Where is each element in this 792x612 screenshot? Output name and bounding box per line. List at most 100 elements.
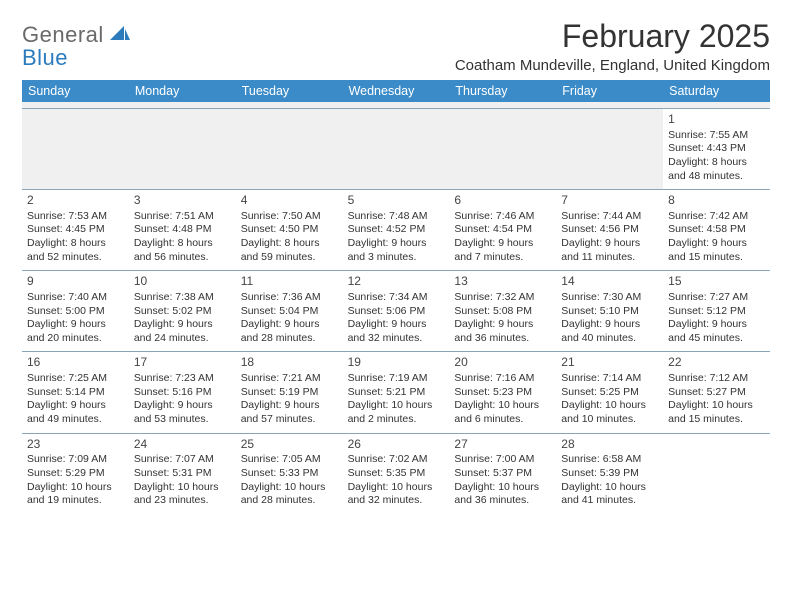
day-sunset: Sunset: 5:10 PM xyxy=(561,305,658,319)
day-dl1: Daylight: 8 hours xyxy=(241,237,338,251)
day-number: 21 xyxy=(561,355,658,371)
day-dl2: and 28 minutes. xyxy=(241,332,338,346)
day-sunset: Sunset: 5:00 PM xyxy=(27,305,124,319)
day-sunset: Sunset: 4:50 PM xyxy=(241,223,338,237)
day-number: 4 xyxy=(241,193,338,209)
day-dl2: and 41 minutes. xyxy=(561,494,658,508)
day-number: 23 xyxy=(27,437,124,453)
day-dl1: Daylight: 10 hours xyxy=(348,399,445,413)
day-number: 8 xyxy=(668,193,765,209)
empty-cell xyxy=(129,109,236,189)
day-cell: 3Sunrise: 7:51 AMSunset: 4:48 PMDaylight… xyxy=(129,190,236,270)
day-dl1: Daylight: 9 hours xyxy=(668,318,765,332)
day-sunrise: Sunrise: 7:23 AM xyxy=(134,372,231,386)
calendar: SundayMondayTuesdayWednesdayThursdayFrid… xyxy=(22,80,770,514)
day-dl2: and 7 minutes. xyxy=(454,251,551,265)
day-sunrise: Sunrise: 7:55 AM xyxy=(668,129,765,143)
header: General Blue February 2025 Coatham Munde… xyxy=(22,18,770,74)
day-sunset: Sunset: 5:06 PM xyxy=(348,305,445,319)
day-dl1: Daylight: 10 hours xyxy=(454,399,551,413)
day-dl2: and 32 minutes. xyxy=(348,332,445,346)
page-title: February 2025 xyxy=(455,18,770,55)
day-number: 19 xyxy=(348,355,445,371)
day-cell: 13Sunrise: 7:32 AMSunset: 5:08 PMDayligh… xyxy=(449,271,556,351)
empty-cell xyxy=(556,109,663,189)
day-dl2: and 32 minutes. xyxy=(348,494,445,508)
day-cell: 28Sunrise: 6:58 AMSunset: 5:39 PMDayligh… xyxy=(556,434,663,514)
day-dl1: Daylight: 9 hours xyxy=(348,237,445,251)
day-number: 16 xyxy=(27,355,124,371)
day-dl2: and 59 minutes. xyxy=(241,251,338,265)
logo-text: General Blue xyxy=(22,22,130,68)
day-sunset: Sunset: 4:58 PM xyxy=(668,223,765,237)
day-sunset: Sunset: 4:56 PM xyxy=(561,223,658,237)
day-cell: 5Sunrise: 7:48 AMSunset: 4:52 PMDaylight… xyxy=(343,190,450,270)
day-cell: 2Sunrise: 7:53 AMSunset: 4:45 PMDaylight… xyxy=(22,190,129,270)
weekday-header: Thursday xyxy=(449,80,556,102)
day-dl1: Daylight: 9 hours xyxy=(27,399,124,413)
day-number: 1 xyxy=(668,112,765,128)
day-dl1: Daylight: 9 hours xyxy=(27,318,124,332)
day-cell: 12Sunrise: 7:34 AMSunset: 5:06 PMDayligh… xyxy=(343,271,450,351)
week-row: 16Sunrise: 7:25 AMSunset: 5:14 PMDayligh… xyxy=(22,351,770,432)
day-dl2: and 36 minutes. xyxy=(454,494,551,508)
day-number: 13 xyxy=(454,274,551,290)
day-dl1: Daylight: 9 hours xyxy=(668,237,765,251)
weekday-header: Sunday xyxy=(22,80,129,102)
day-number: 2 xyxy=(27,193,124,209)
day-cell: 18Sunrise: 7:21 AMSunset: 5:19 PMDayligh… xyxy=(236,352,343,432)
day-sunrise: Sunrise: 7:00 AM xyxy=(454,453,551,467)
day-dl2: and 3 minutes. xyxy=(348,251,445,265)
weekday-header: Wednesday xyxy=(343,80,450,102)
day-sunrise: Sunrise: 7:48 AM xyxy=(348,210,445,224)
empty-cell xyxy=(449,109,556,189)
day-sunrise: Sunrise: 7:05 AM xyxy=(241,453,338,467)
day-cell: 16Sunrise: 7:25 AMSunset: 5:14 PMDayligh… xyxy=(22,352,129,432)
day-number: 25 xyxy=(241,437,338,453)
location-text: Coatham Mundeville, England, United King… xyxy=(455,57,770,74)
day-sunrise: Sunrise: 7:07 AM xyxy=(134,453,231,467)
day-cell: 6Sunrise: 7:46 AMSunset: 4:54 PMDaylight… xyxy=(449,190,556,270)
day-sunset: Sunset: 5:12 PM xyxy=(668,305,765,319)
title-block: February 2025 Coatham Mundeville, Englan… xyxy=(455,18,770,74)
calendar-page: General Blue February 2025 Coatham Munde… xyxy=(0,0,792,532)
day-dl2: and 6 minutes. xyxy=(454,413,551,427)
day-cell: 8Sunrise: 7:42 AMSunset: 4:58 PMDaylight… xyxy=(663,190,770,270)
day-dl1: Daylight: 9 hours xyxy=(561,237,658,251)
day-cell: 14Sunrise: 7:30 AMSunset: 5:10 PMDayligh… xyxy=(556,271,663,351)
day-number: 27 xyxy=(454,437,551,453)
day-cell: 25Sunrise: 7:05 AMSunset: 5:33 PMDayligh… xyxy=(236,434,343,514)
day-dl1: Daylight: 9 hours xyxy=(241,318,338,332)
day-sunrise: Sunrise: 7:27 AM xyxy=(668,291,765,305)
day-sunrise: Sunrise: 7:38 AM xyxy=(134,291,231,305)
weekday-header: Friday xyxy=(556,80,663,102)
weekday-header-row: SundayMondayTuesdayWednesdayThursdayFrid… xyxy=(22,80,770,102)
day-number: 26 xyxy=(348,437,445,453)
logo-word1: General xyxy=(22,22,104,47)
day-number: 11 xyxy=(241,274,338,290)
day-cell: 19Sunrise: 7:19 AMSunset: 5:21 PMDayligh… xyxy=(343,352,450,432)
day-sunset: Sunset: 5:35 PM xyxy=(348,467,445,481)
day-sunrise: Sunrise: 7:36 AM xyxy=(241,291,338,305)
weekday-header: Saturday xyxy=(663,80,770,102)
day-dl1: Daylight: 9 hours xyxy=(134,399,231,413)
day-number: 18 xyxy=(241,355,338,371)
day-number: 14 xyxy=(561,274,658,290)
day-sunset: Sunset: 5:29 PM xyxy=(27,467,124,481)
day-sunset: Sunset: 5:21 PM xyxy=(348,386,445,400)
day-cell: 4Sunrise: 7:50 AMSunset: 4:50 PMDaylight… xyxy=(236,190,343,270)
day-dl2: and 10 minutes. xyxy=(561,413,658,427)
sail-icon xyxy=(110,22,130,48)
week-row: 9Sunrise: 7:40 AMSunset: 5:00 PMDaylight… xyxy=(22,270,770,351)
day-number: 28 xyxy=(561,437,658,453)
day-cell: 11Sunrise: 7:36 AMSunset: 5:04 PMDayligh… xyxy=(236,271,343,351)
day-sunrise: Sunrise: 7:12 AM xyxy=(668,372,765,386)
day-dl1: Daylight: 9 hours xyxy=(454,237,551,251)
day-dl2: and 56 minutes. xyxy=(134,251,231,265)
day-dl2: and 53 minutes. xyxy=(134,413,231,427)
day-sunset: Sunset: 4:54 PM xyxy=(454,223,551,237)
empty-cell xyxy=(663,434,770,514)
day-dl2: and 28 minutes. xyxy=(241,494,338,508)
day-dl2: and 52 minutes. xyxy=(27,251,124,265)
day-sunset: Sunset: 5:16 PM xyxy=(134,386,231,400)
